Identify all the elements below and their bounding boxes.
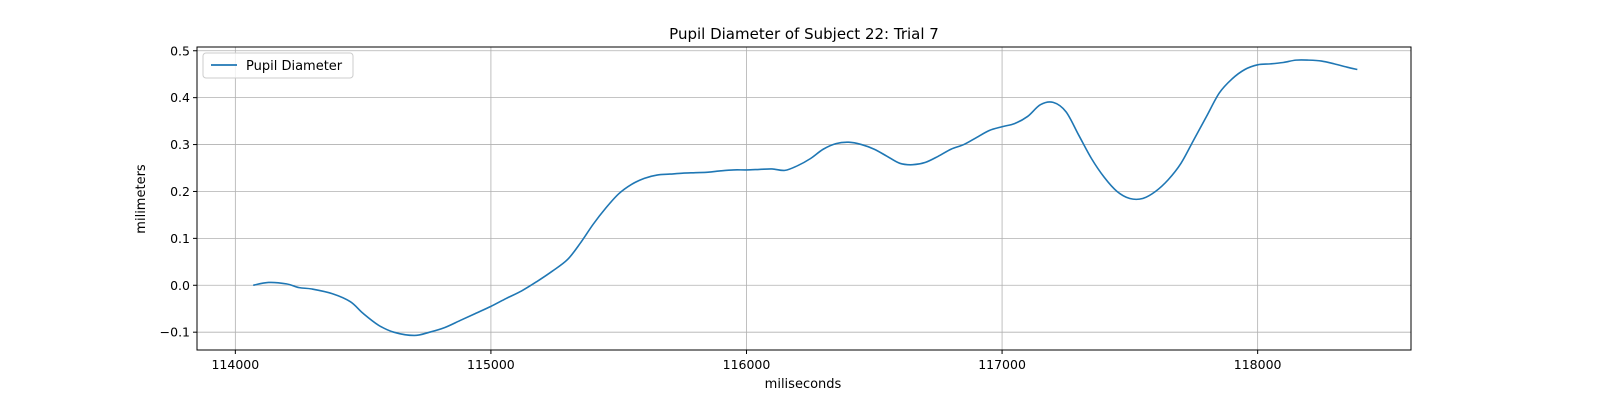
y-tick-label: 0.5 bbox=[170, 43, 190, 58]
x-tick-label: 114000 bbox=[211, 357, 259, 372]
y-axis-label: milimeters bbox=[134, 164, 149, 234]
y-tick-label: 0.0 bbox=[170, 278, 190, 293]
y-tick-label: −0.1 bbox=[160, 325, 190, 340]
x-axis-ticks: 114000 115000 116000 117000 118000 bbox=[211, 350, 1282, 372]
y-tick-label: 0.1 bbox=[170, 231, 190, 246]
series-layer bbox=[253, 59, 1358, 337]
y-tick-label: 0.2 bbox=[170, 184, 190, 199]
chart-title: Pupil Diameter of Subject 22: Trial 7 bbox=[669, 25, 939, 43]
legend: Pupil Diameter bbox=[202, 52, 354, 79]
y-tick-label: 0.4 bbox=[170, 90, 190, 105]
x-tick-label: 115000 bbox=[467, 357, 515, 372]
legend-label-pupil-diameter: Pupil Diameter bbox=[246, 59, 343, 74]
x-tick-label: 118000 bbox=[1234, 357, 1282, 372]
x-tick-label: 116000 bbox=[723, 357, 771, 372]
grid-layer bbox=[197, 47, 1411, 350]
x-axis-label: miliseconds bbox=[765, 377, 842, 392]
plot-area-frame bbox=[196, 46, 1412, 351]
x-tick-label: 117000 bbox=[978, 357, 1026, 372]
series-line-pupil-diameter bbox=[253, 59, 1358, 337]
y-axis-ticks: −0.1 0.0 0.1 0.2 0.3 0.4 0.5 bbox=[160, 43, 197, 340]
y-tick-label: 0.3 bbox=[170, 137, 190, 152]
legend-box bbox=[202, 52, 354, 79]
